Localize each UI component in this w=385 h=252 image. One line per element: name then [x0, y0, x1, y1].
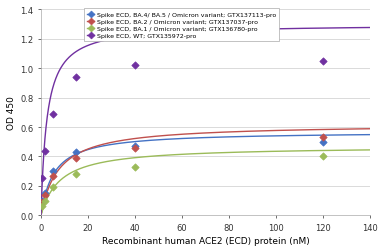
Point: [132, 146, 138, 150]
Point: [320, 140, 326, 144]
Point: [39, 205, 45, 209]
Point: [39, 199, 45, 203]
Point: [50, 174, 56, 178]
Point: [73, 156, 79, 160]
Point: [50, 169, 56, 173]
Point: [320, 60, 326, 64]
Point: [42, 192, 48, 196]
Point: [73, 76, 79, 80]
Point: [42, 199, 48, 203]
Point: [320, 136, 326, 140]
Point: [42, 193, 48, 197]
Point: [39, 200, 45, 204]
Y-axis label: OD 450: OD 450: [7, 96, 16, 130]
Point: [132, 145, 138, 149]
Point: [39, 177, 45, 181]
Point: [132, 64, 138, 68]
Legend: Spike ECD, BA.4/ BA.5 / Omicron variant; GTX137113-pro, Spike ECD, BA.2 / Omicro: Spike ECD, BA.4/ BA.5 / Omicron variant;…: [84, 9, 279, 42]
Point: [42, 149, 48, 153]
X-axis label: Recombinant human ACE2 (ECD) protein (nM): Recombinant human ACE2 (ECD) protein (nM…: [102, 236, 310, 245]
Point: [73, 172, 79, 176]
Point: [73, 150, 79, 154]
Point: [132, 165, 138, 169]
Point: [50, 112, 56, 116]
Point: [50, 185, 56, 190]
Point: [320, 155, 326, 159]
